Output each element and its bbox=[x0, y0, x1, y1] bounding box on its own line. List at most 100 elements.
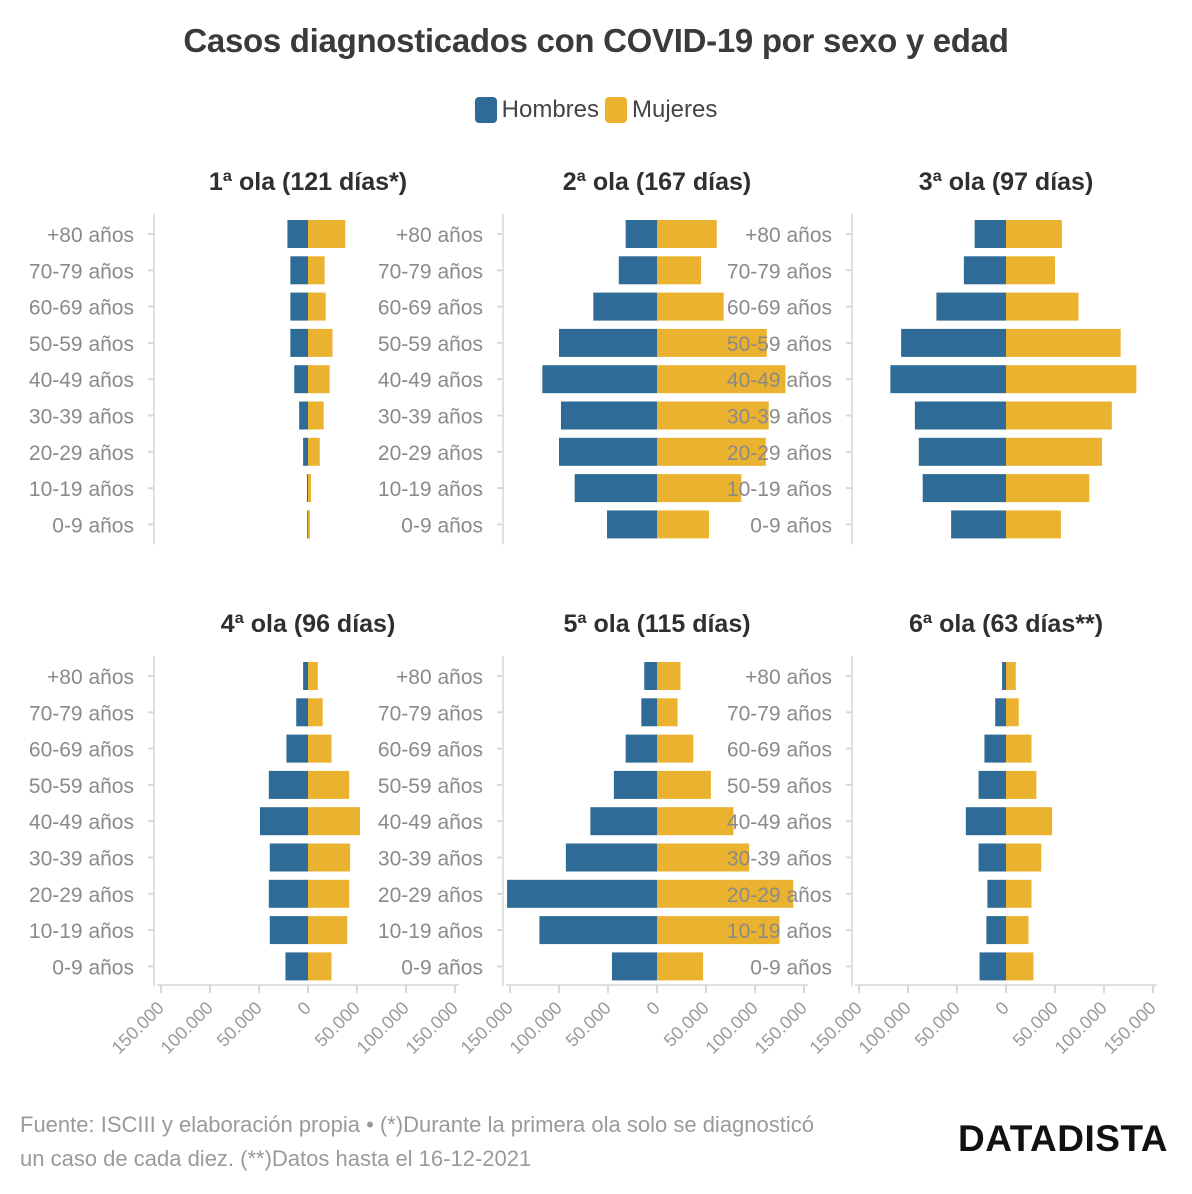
category-label: 30-39 años bbox=[29, 406, 134, 429]
x-tick-label: 0 bbox=[294, 998, 315, 1019]
legend-item-hombres: Hombres bbox=[474, 96, 599, 124]
bar-hombres bbox=[574, 474, 657, 503]
bar-mujeres bbox=[1006, 220, 1062, 248]
bar-hombres bbox=[285, 952, 308, 981]
x-tick-label: 0 bbox=[643, 998, 664, 1019]
category-label: 10-19 años bbox=[29, 920, 134, 943]
bar-hombres bbox=[593, 292, 657, 321]
legend-item-mujeres: Mujeres bbox=[605, 96, 717, 124]
category-label: 60-69 años bbox=[29, 297, 134, 320]
bar-mujeres bbox=[657, 952, 704, 981]
category-label: 0-9 años bbox=[401, 956, 483, 979]
bar-hombres bbox=[986, 916, 1006, 945]
bar-hombres bbox=[559, 437, 657, 466]
bar-hombres bbox=[269, 843, 308, 872]
bar-mujeres bbox=[308, 510, 310, 539]
bar-mujeres bbox=[1006, 843, 1042, 872]
category-label: 40-49 años bbox=[378, 811, 483, 834]
bar-mujeres bbox=[308, 437, 320, 466]
bar-mujeres bbox=[308, 662, 318, 690]
bar-mujeres bbox=[1006, 879, 1032, 908]
category-label: 50-59 años bbox=[29, 775, 134, 798]
bar-hombres bbox=[951, 510, 1006, 539]
bar-mujeres bbox=[1006, 328, 1121, 357]
bar-mujeres bbox=[657, 220, 717, 248]
bar-mujeres bbox=[1006, 662, 1016, 690]
bar-mujeres bbox=[1006, 401, 1112, 430]
panel-title: 3ª ola (97 días) bbox=[919, 168, 1094, 196]
bar-mujeres bbox=[1006, 807, 1053, 836]
bar-hombres bbox=[901, 328, 1006, 357]
bar-mujeres bbox=[308, 879, 350, 908]
category-label: 40-49 años bbox=[29, 369, 134, 392]
category-label: 30-39 años bbox=[378, 848, 483, 871]
brand-logo: DATADISTA bbox=[958, 1118, 1169, 1159]
bar-hombres bbox=[607, 510, 657, 539]
x-tick-label: 100.000 bbox=[353, 998, 413, 1058]
category-label: 50-59 años bbox=[378, 333, 483, 356]
category-label: 40-49 años bbox=[727, 811, 832, 834]
bar-hombres bbox=[984, 734, 1006, 763]
bar-hombres bbox=[922, 474, 1006, 503]
bar-hombres bbox=[625, 220, 657, 248]
category-label: 60-69 años bbox=[378, 297, 483, 320]
bar-hombres bbox=[286, 734, 308, 763]
category-label: 70-79 años bbox=[378, 702, 483, 725]
bar-mujeres bbox=[657, 770, 711, 799]
category-label: 70-79 años bbox=[29, 702, 134, 725]
bar-hombres bbox=[625, 734, 657, 763]
bar-mujeres bbox=[657, 510, 709, 539]
bar-mujeres bbox=[308, 365, 330, 394]
category-label: 70-79 años bbox=[29, 260, 134, 283]
bar-hombres bbox=[978, 770, 1006, 799]
x-tick-label: 50.000 bbox=[213, 998, 266, 1051]
category-label: 0-9 años bbox=[52, 956, 134, 979]
bar-mujeres bbox=[308, 220, 346, 248]
panel-title: 2ª ola (167 días) bbox=[563, 168, 752, 196]
bar-hombres bbox=[290, 292, 308, 321]
bar-mujeres bbox=[1006, 770, 1037, 799]
category-label: 0-9 años bbox=[750, 956, 832, 979]
category-label: 30-39 años bbox=[727, 848, 832, 871]
legend-swatch-hombres bbox=[474, 97, 497, 123]
bar-hombres bbox=[307, 510, 308, 539]
legend-swatch-mujeres bbox=[605, 97, 627, 123]
bar-mujeres bbox=[1006, 734, 1032, 763]
bar-mujeres bbox=[657, 474, 742, 503]
bar-hombres bbox=[641, 698, 657, 727]
category-label: 20-29 años bbox=[29, 884, 134, 907]
x-tick-label: 100.000 bbox=[702, 998, 762, 1058]
bar-hombres bbox=[613, 770, 657, 799]
category-label: 10-19 años bbox=[727, 478, 832, 501]
bar-mujeres bbox=[657, 256, 702, 285]
bar-hombres bbox=[559, 328, 657, 357]
bar-hombres bbox=[303, 662, 308, 690]
bar-hombres bbox=[965, 807, 1006, 836]
bar-mujeres bbox=[657, 292, 724, 321]
bar-mujeres bbox=[1006, 698, 1019, 727]
bar-hombres bbox=[644, 662, 657, 690]
bar-mujeres bbox=[657, 698, 678, 727]
bar-mujeres bbox=[308, 401, 324, 430]
category-label: 40-49 años bbox=[727, 369, 832, 392]
bar-hombres bbox=[611, 952, 657, 981]
x-tick-label: 150.000 bbox=[108, 998, 168, 1058]
category-label: 0-9 años bbox=[52, 514, 134, 537]
category-label: 0-9 años bbox=[401, 514, 483, 537]
bar-mujeres bbox=[657, 328, 767, 357]
bar-hombres bbox=[294, 365, 308, 394]
bar-mujeres bbox=[308, 770, 350, 799]
x-tick-label: 100.000 bbox=[855, 998, 915, 1058]
bar-mujeres bbox=[657, 662, 681, 690]
category-label: 60-69 años bbox=[378, 739, 483, 762]
bar-mujeres bbox=[657, 401, 769, 430]
bar-mujeres bbox=[1006, 510, 1061, 539]
bar-hombres bbox=[963, 256, 1006, 285]
footer-source-note: Fuente: ISCIII y elaboración propia • (*… bbox=[20, 1112, 814, 1171]
x-tick-label: 50.000 bbox=[911, 998, 964, 1051]
bar-hombres bbox=[590, 807, 657, 836]
category-label: 50-59 años bbox=[727, 775, 832, 798]
category-label: 40-49 años bbox=[378, 369, 483, 392]
bar-mujeres bbox=[308, 734, 332, 763]
